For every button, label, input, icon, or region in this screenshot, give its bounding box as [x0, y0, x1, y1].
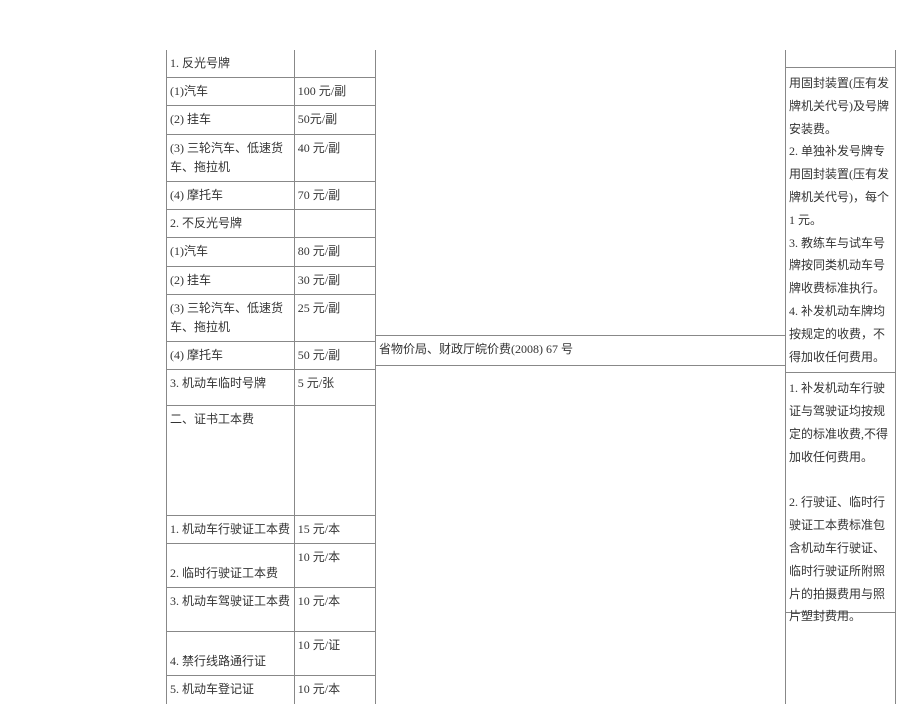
table-row: (1)汽车80 元/副 — [167, 238, 375, 266]
middle-column: 省物价局、财政厅皖价费(2008) 67 号 — [376, 50, 786, 704]
cell-price: 50元/副 — [294, 106, 375, 133]
cell-price — [294, 406, 375, 515]
left-column: 1. 反光号牌 (1)汽车100 元/副 (2) 挂车50元/副 (3) 三轮汽… — [166, 50, 376, 704]
table-row: 1. 反光号牌 — [167, 50, 375, 78]
mid-top-empty — [376, 50, 785, 336]
cell-item: (2) 挂车 — [167, 267, 294, 294]
table-row: (4) 摩托车50 元/副 — [167, 342, 375, 370]
page-table: 1. 反光号牌 (1)汽车100 元/副 (2) 挂车50元/副 (3) 三轮汽… — [166, 50, 896, 704]
table-row: 2. 临时行驶证工本费10 元/本 — [167, 544, 375, 588]
cell-item: 2. 临时行驶证工本费 — [167, 544, 294, 587]
table-row: 2. 不反光号牌 — [167, 210, 375, 238]
cell-item: (3) 三轮汽车、低速货车、拖拉机 — [167, 135, 294, 181]
right-shim — [786, 50, 895, 68]
table-row: (2) 挂车30 元/副 — [167, 267, 375, 295]
cell-price: 10 元/本 — [294, 588, 375, 631]
cell-item: 1. 机动车行驶证工本费 — [167, 516, 294, 543]
cell-item: 2. 不反光号牌 — [167, 210, 294, 237]
table-row: 4. 禁行线路通行证10 元/证 — [167, 632, 375, 676]
table-row: (4) 摩托车70 元/副 — [167, 182, 375, 210]
cell-price: 50 元/副 — [294, 342, 375, 369]
cell-price: 30 元/副 — [294, 267, 375, 294]
cell-item: (3) 三轮汽车、低速货车、拖拉机 — [167, 295, 294, 341]
table-row: (1)汽车100 元/副 — [167, 78, 375, 106]
cell-price — [294, 210, 375, 237]
cell-price: 40 元/副 — [294, 135, 375, 181]
cell-price: 15 元/本 — [294, 516, 375, 543]
cell-item: (1)汽车 — [167, 78, 294, 105]
cell-price: 10 元/本 — [294, 544, 375, 587]
table-row: 5. 机动车登记证10 元/本 — [167, 676, 375, 703]
cell-price: 5 元/张 — [294, 370, 375, 405]
cell-item: 3. 机动车驾驶证工本费 — [167, 588, 294, 631]
right-note-bottom: 1. 补发机动车行驶证与驾驶证均按规定的标准收费,不得加收任何费用。 2. 行驶… — [786, 373, 895, 613]
cell-price: 80 元/副 — [294, 238, 375, 265]
cell-price: 100 元/副 — [294, 78, 375, 105]
table-row: (3) 三轮汽车、低速货车、拖拉机40 元/副 — [167, 135, 375, 182]
cell-price — [294, 50, 375, 77]
table-row: 3. 机动车临时号牌5 元/张 — [167, 370, 375, 406]
cell-price: 70 元/副 — [294, 182, 375, 209]
cell-price: 10 元/本 — [294, 676, 375, 703]
table-row: 3. 机动车驾驶证工本费10 元/本 — [167, 588, 375, 632]
cell-item: (2) 挂车 — [167, 106, 294, 133]
table-row: 1. 机动车行驶证工本费15 元/本 — [167, 516, 375, 544]
cell-price: 10 元/证 — [294, 632, 375, 675]
table-row: (2) 挂车50元/副 — [167, 106, 375, 134]
cell-item: 1. 反光号牌 — [167, 50, 294, 77]
cell-item: (1)汽车 — [167, 238, 294, 265]
table-row: (3) 三轮汽车、低速货车、拖拉机25 元/副 — [167, 295, 375, 342]
cell-price: 25 元/副 — [294, 295, 375, 341]
cell-item: 4. 禁行线路通行证 — [167, 632, 294, 675]
mid-reference: 省物价局、财政厅皖价费(2008) 67 号 — [376, 336, 785, 366]
right-column: 用固封装置(压有发牌机关代号)及号牌安装费。2. 单独补发号牌专用固封装置(压有… — [786, 50, 896, 704]
cell-item: 二、证书工本费 — [167, 406, 294, 515]
right-note-top: 用固封装置(压有发牌机关代号)及号牌安装费。2. 单独补发号牌专用固封装置(压有… — [786, 68, 895, 373]
cell-item: 3. 机动车临时号牌 — [167, 370, 294, 405]
cell-item: (4) 摩托车 — [167, 182, 294, 209]
cell-item: 5. 机动车登记证 — [167, 676, 294, 703]
cell-item: (4) 摩托车 — [167, 342, 294, 369]
section-header: 二、证书工本费 — [167, 406, 375, 516]
